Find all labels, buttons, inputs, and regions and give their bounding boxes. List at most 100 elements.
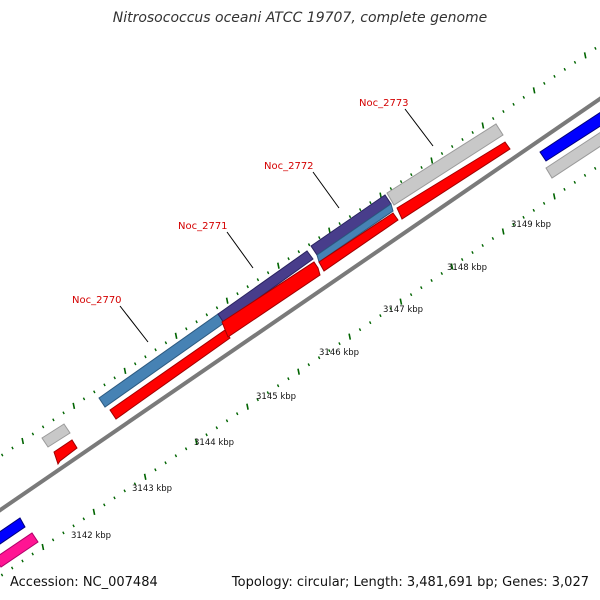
- cds-arrow-Noc_2770[interactable]: [109, 329, 231, 420]
- minor-tick: [522, 215, 525, 219]
- leader-line-Noc_2773: [404, 108, 434, 147]
- minor-tick: [461, 137, 464, 142]
- minor-tick: [205, 313, 209, 317]
- minor-tick: [543, 81, 546, 85]
- minor-tick: [62, 531, 65, 535]
- minor-tick: [532, 208, 536, 212]
- major-tick: [246, 403, 249, 410]
- minor-tick: [481, 243, 484, 248]
- minor-tick: [410, 173, 413, 177]
- minor-tick: [51, 538, 55, 542]
- minor-tick: [573, 180, 577, 184]
- minor-tick: [184, 447, 188, 451]
- gene-arrow-grey-small[interactable]: [41, 423, 71, 448]
- minor-tick: [450, 144, 454, 149]
- minor-tick: [594, 46, 597, 50]
- kbp-label: 3143 kbp: [132, 484, 172, 494]
- major-tick: [225, 297, 229, 304]
- minor-tick: [287, 257, 290, 261]
- minor-tick: [215, 306, 219, 310]
- minor-tick: [21, 559, 24, 563]
- minor-tick: [379, 314, 382, 318]
- minor-tick: [113, 376, 116, 380]
- minor-tick: [593, 166, 597, 170]
- minor-tick: [185, 327, 188, 331]
- gene-arrow-Noc_2770[interactable]: [98, 313, 225, 408]
- gene-arrow-blue-right[interactable]: [539, 106, 600, 162]
- minor-tick: [512, 222, 515, 227]
- minor-tick: [563, 187, 566, 191]
- gene-label-Noc_2770[interactable]: Noc_2770: [72, 295, 122, 306]
- kbp-label: 3146 kbp: [319, 348, 359, 358]
- major-tick: [277, 262, 280, 269]
- minor-tick: [195, 320, 198, 324]
- major-tick: [92, 508, 96, 516]
- major-tick: [297, 368, 300, 375]
- minor-tick: [72, 524, 75, 528]
- minor-tick: [369, 201, 372, 205]
- cds-arrow-red-small[interactable]: [53, 439, 78, 466]
- gene-label-Noc_2773[interactable]: Noc_2773: [359, 98, 409, 109]
- minor-tick: [82, 397, 86, 401]
- minor-tick: [430, 278, 433, 283]
- gene-arrow-Noc_2772-tail[interactable]: [316, 203, 394, 263]
- major-tick: [501, 228, 505, 235]
- gene-arrow-magenta-left[interactable]: [0, 532, 39, 568]
- outer-tick-track: [0, 46, 597, 457]
- genome-summary-text: Topology: circular; Length: 3,481,691 bp…: [231, 575, 589, 590]
- minor-tick: [389, 307, 392, 311]
- minor-tick: [512, 102, 515, 106]
- cds-arrow-Noc_2773[interactable]: [396, 141, 511, 220]
- leader-line-Noc_2771: [226, 231, 254, 269]
- major-tick: [552, 193, 556, 200]
- major-tick: [21, 437, 25, 445]
- major-tick: [430, 157, 434, 164]
- minor-tick: [553, 74, 556, 78]
- minor-tick: [235, 412, 239, 416]
- minor-tick: [10, 566, 14, 570]
- cds-arrow-Noc_2772[interactable]: [318, 212, 399, 272]
- gene-label-Noc_2772[interactable]: Noc_2772: [264, 161, 314, 172]
- major-tick: [41, 543, 45, 551]
- minor-tick: [573, 60, 577, 64]
- minor-tick: [256, 278, 260, 282]
- gene-label-Noc_2771[interactable]: Noc_2771: [178, 221, 228, 232]
- minor-tick: [471, 250, 474, 255]
- minor-tick: [399, 180, 403, 184]
- minor-tick: [266, 391, 270, 395]
- major-tick: [174, 332, 178, 339]
- minor-tick: [338, 342, 341, 346]
- minor-tick: [215, 426, 219, 430]
- minor-tick: [307, 243, 311, 247]
- major-tick: [450, 263, 454, 270]
- minor-tick: [318, 236, 321, 240]
- minor-tick: [133, 362, 137, 366]
- minor-tick: [123, 489, 126, 493]
- minor-tick: [276, 384, 280, 388]
- major-tick: [348, 333, 352, 340]
- minor-tick: [389, 187, 393, 191]
- kbp-label: 3147 kbp: [383, 305, 423, 315]
- gene-arrow-Noc_2773[interactable]: [386, 123, 504, 206]
- major-tick: [123, 367, 127, 375]
- major-tick: [194, 438, 198, 445]
- minor-tick: [502, 109, 505, 114]
- minor-tick: [103, 383, 106, 387]
- map-title: Nitrosococcus oceani ATCC 19707, complet…: [113, 10, 488, 26]
- major-tick: [399, 298, 403, 305]
- minor-tick: [522, 95, 526, 99]
- cds-arrow-Noc_2771[interactable]: [221, 261, 321, 338]
- gene-arrow-grey-right[interactable]: [545, 126, 600, 179]
- minor-tick: [246, 285, 249, 289]
- minor-tick: [297, 250, 301, 254]
- minor-tick: [31, 552, 34, 556]
- minor-tick: [0, 453, 4, 457]
- inner-tick-track: [0, 166, 597, 577]
- minor-tick: [31, 432, 35, 436]
- gene-arrow-blue-left[interactable]: [0, 517, 26, 545]
- minor-tick: [113, 496, 116, 500]
- minor-tick: [583, 173, 587, 177]
- gene-arrow-Noc_2771[interactable]: [217, 250, 314, 324]
- leader-line-Noc_2770: [119, 305, 149, 343]
